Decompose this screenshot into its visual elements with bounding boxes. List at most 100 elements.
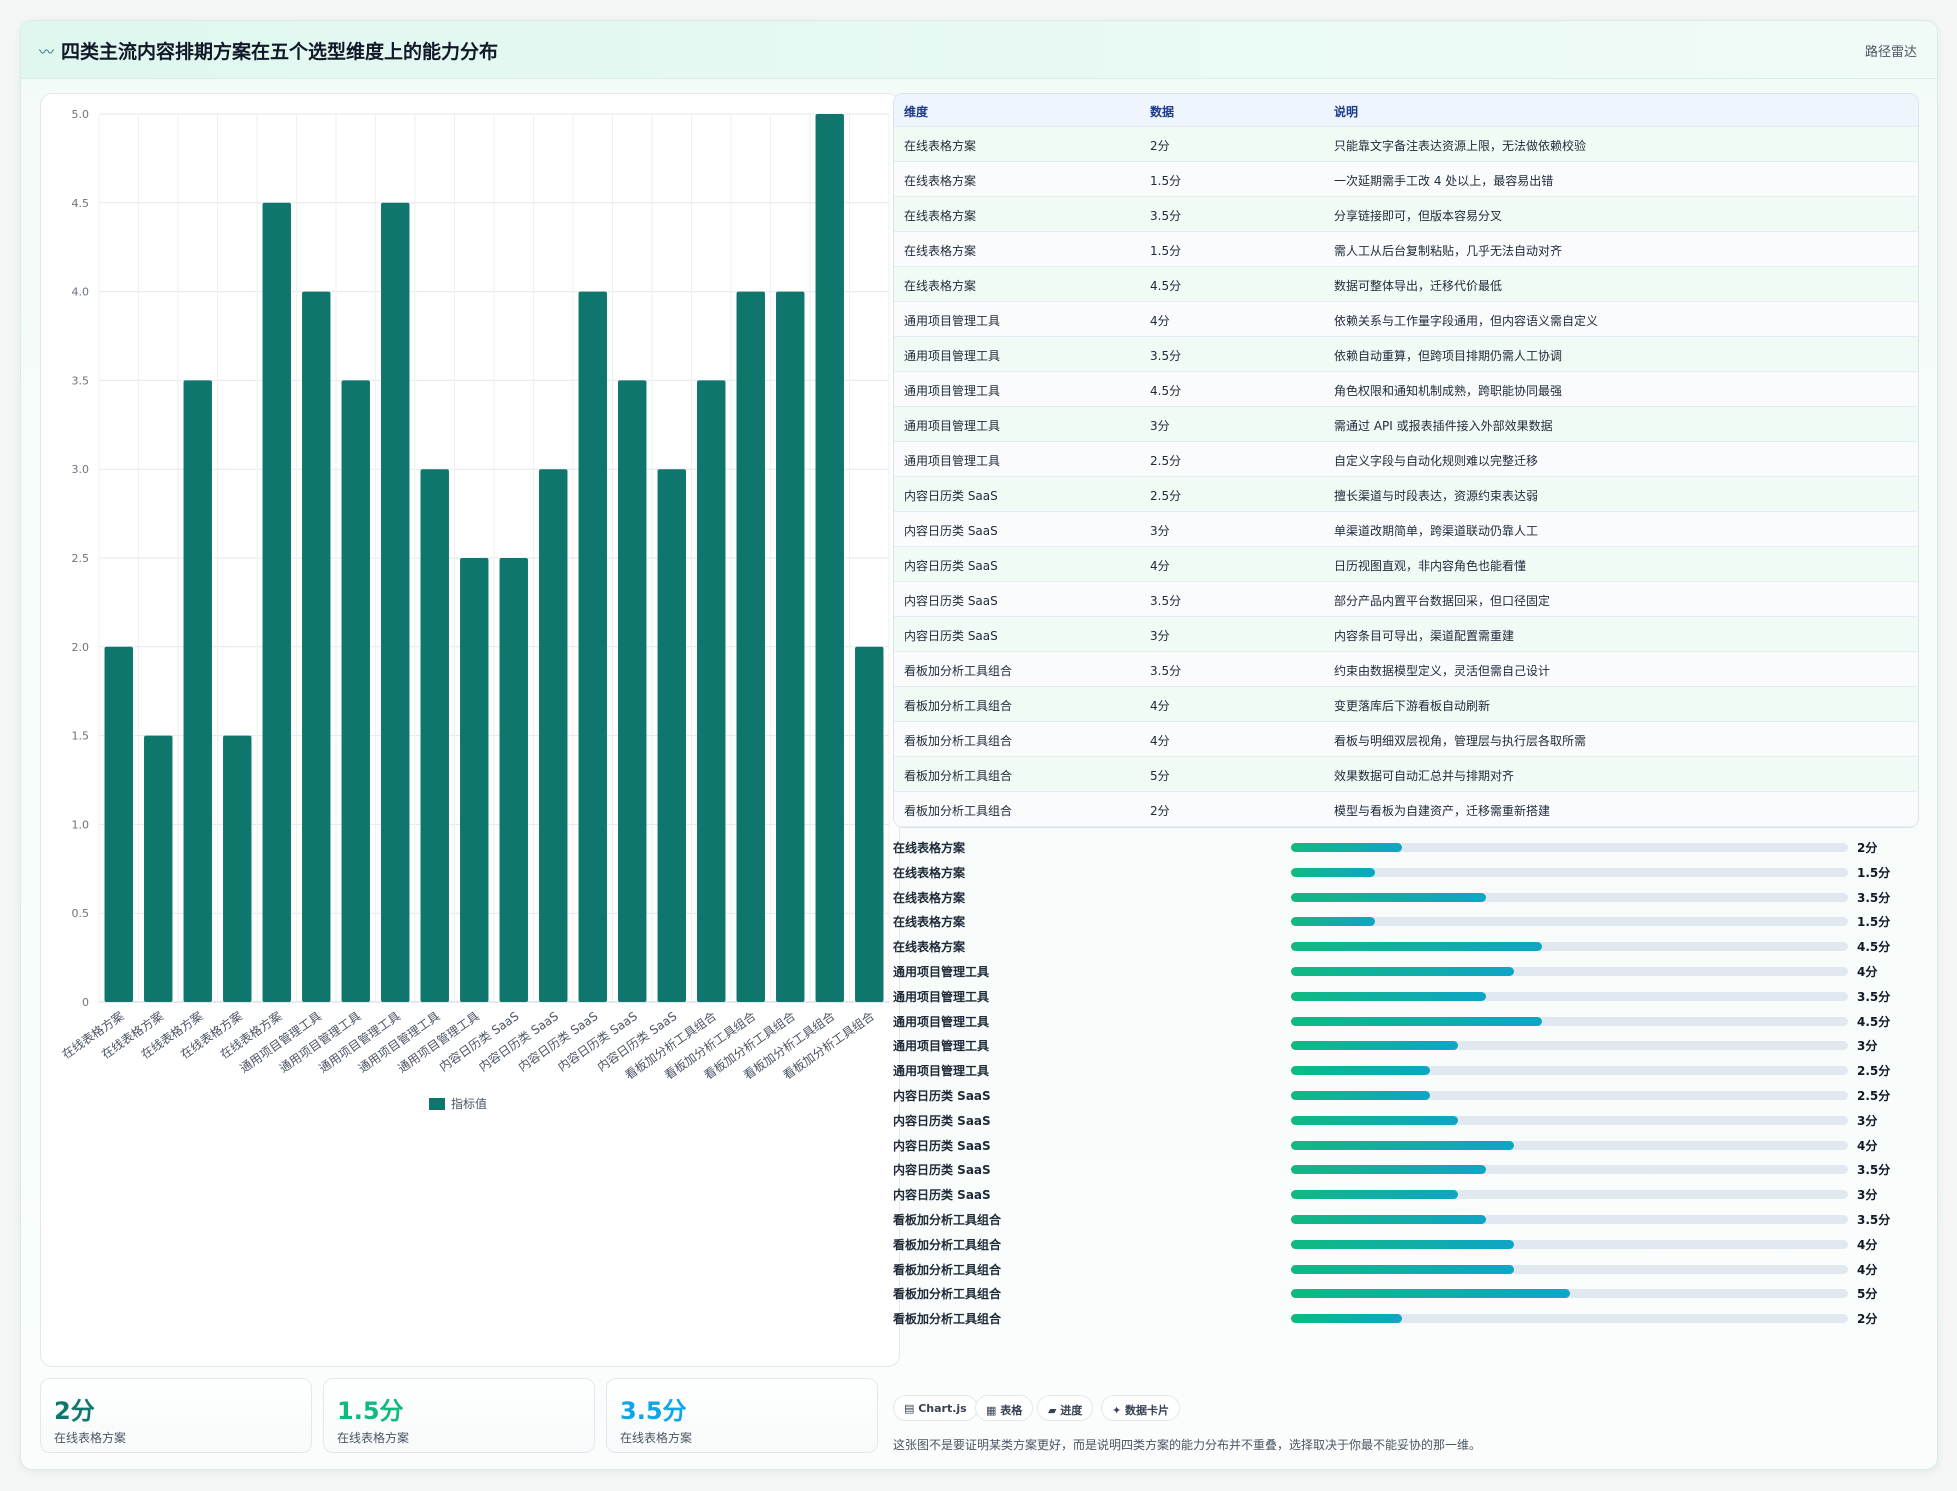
progress-track [1291,1091,1848,1100]
table-row: 在线表格方案 2分 只能靠文字备注表达资源上限，无法做依赖校验 [894,127,1918,162]
bar[interactable] [223,735,252,1002]
bar-chart: 00.51.01.52.02.53.03.54.04.55.0在线表格方案在线表… [59,108,890,1111]
progress-fill [1291,917,1375,927]
table-cell: 4分 [1150,734,1170,748]
feature-chip[interactable]: ▤ Chart.js [893,1395,978,1421]
table-cell: 4分 [1150,559,1170,573]
bar[interactable] [618,380,647,1002]
table-header: 维度 数据 说明 [894,94,1918,127]
progress-fill [1291,892,1486,902]
table-cell: 内容日历类 SaaS [904,559,998,573]
progress-value: 3.5分 [1857,989,1891,1004]
stat-value: 3.5分 [620,1397,687,1425]
bar[interactable] [183,380,212,1002]
progress-row: 通用项目管理工具 2.5分 [893,1061,1923,1079]
stat-label: 在线表格方案 [337,1431,410,1445]
bar[interactable] [104,646,133,1002]
bar[interactable] [815,114,844,1002]
progress-track [1291,1190,1848,1200]
progress-fill [1291,1190,1459,1200]
progress-row: 通用项目管理工具 3.5分 [893,987,1923,1005]
table-cell: 通用项目管理工具 [904,419,1001,433]
progress-row: 在线表格方案 3.5分 [893,888,1923,906]
table-row: 通用项目管理工具 2.5分 自定义字段与自动化规则难以完整迁移 [894,442,1918,477]
progress-track [1291,843,1848,852]
feature-chip[interactable]: ▦ 表格 [975,1395,1034,1421]
y-tick-label: 2.0 [72,641,90,654]
bar[interactable] [460,558,489,1002]
progress-track [1291,1289,1848,1299]
progress-track [1291,1115,1848,1125]
progress-row: 看板加分析工具组合 5分 [893,1284,1923,1302]
table-row: 通用项目管理工具 3分 需通过 API 或报表插件接入外部效果数据 [894,407,1918,442]
progress-fill [1291,1091,1431,1100]
progress-value: 1.5分 [1857,915,1891,930]
y-tick-label: 3.5 [72,374,90,387]
progress-fill [1291,843,1403,852]
y-tick-label: 1.0 [72,818,90,831]
progress-label: 通用项目管理工具 [893,1014,990,1029]
legend[interactable]: 指标值 [429,1096,487,1111]
progress-track [1291,1264,1848,1274]
stat-label: 在线表格方案 [54,1431,127,1445]
table-row: 通用项目管理工具 3.5分 依赖自动重算，但跨项目排期仍需人工协调 [894,337,1918,372]
table-row: 内容日历类 SaaS 4分 日历视图直观，非内容角色也能看懂 [894,547,1918,582]
bar[interactable] [539,469,568,1002]
progress-label: 通用项目管理工具 [893,965,990,979]
bar[interactable] [381,202,410,1003]
progress-fill [1291,1314,1403,1324]
column-header[interactable]: 数据 [1150,105,1175,119]
bar[interactable] [420,469,449,1002]
table-cell: 需通过 API 或报表插件接入外部效果数据 [1334,419,1553,433]
table-cell: 1.5分 [1150,174,1182,188]
column-header[interactable]: 维度 [904,105,929,119]
progress-fill [1291,991,1486,1001]
progress-track [1291,991,1848,1001]
table-row: 内容日历类 SaaS 3分 单渠道改期简单，跨渠道联动仍靠人工 [894,512,1918,547]
progress-track [1291,967,1848,976]
table-cell: 在线表格方案 [904,279,977,293]
progress-track [1291,917,1848,927]
bar[interactable] [578,291,607,1003]
bar[interactable] [144,735,173,1002]
view-tag[interactable]: 路径雷达 [1864,45,1917,60]
progress-label: 在线表格方案 [893,940,966,955]
progress-label: 内容日历类 SaaS [893,1188,991,1203]
page-title: 四类主流内容排期方案在五个选型维度上的能力分布 [61,41,499,63]
table-cell: 约束由数据模型定义，灵活但需自己设计 [1334,664,1551,678]
progress-value: 4分 [1857,965,1878,979]
feature-chip[interactable]: ▰ 进度 [1037,1395,1094,1421]
bar[interactable] [302,291,331,1003]
column-header[interactable]: 说明 [1334,105,1359,119]
table-cell: 单渠道改期简单，跨渠道联动仍靠人工 [1334,524,1539,538]
table-row: 内容日历类 SaaS 2.5分 擅长渠道与时段表达，资源约束表达弱 [894,477,1918,512]
table-row: 看板加分析工具组合 4分 看板与明细双层视角，管理层与执行层各取所需 [894,722,1918,757]
legend-swatch [429,1098,445,1110]
bar[interactable] [499,558,528,1002]
progress-row: 在线表格方案 4.5分 [893,937,1923,955]
bar[interactable] [262,202,291,1003]
bar[interactable] [697,380,726,1002]
bar[interactable] [736,291,765,1003]
progress-value: 5分 [1857,1287,1878,1302]
table-cell: 在线表格方案 [904,244,977,258]
table-cell: 在线表格方案 [904,139,977,153]
bar[interactable] [855,646,884,1002]
table-cell: 内容日历类 SaaS [904,489,998,503]
dashboard-card: 〰 四类主流内容排期方案在五个选型维度上的能力分布 路径雷达 0 0.5 1.0 1.… [20,20,1938,1470]
table-cell: 2.5分 [1150,489,1182,503]
y-tick-label: 1.5 [72,730,90,743]
table-cell: 看板加分析工具组合 [904,664,1013,678]
bar[interactable] [657,469,686,1002]
progress-label: 看板加分析工具组合 [893,1262,1002,1277]
table-cell: 3分 [1150,629,1170,643]
progress-row: 在线表格方案 2分 [893,838,1923,856]
table-cell: 内容日历类 SaaS [904,629,998,643]
y-tick-label: 5.0 [72,108,90,121]
progress-fill [1291,1165,1486,1175]
bar[interactable] [776,291,805,1003]
progress-label: 在线表格方案 [893,841,966,855]
bar[interactable] [341,380,370,1002]
feature-chip[interactable]: ✦ 数据卡片 [1101,1395,1181,1421]
progress-track [1291,1066,1848,1076]
